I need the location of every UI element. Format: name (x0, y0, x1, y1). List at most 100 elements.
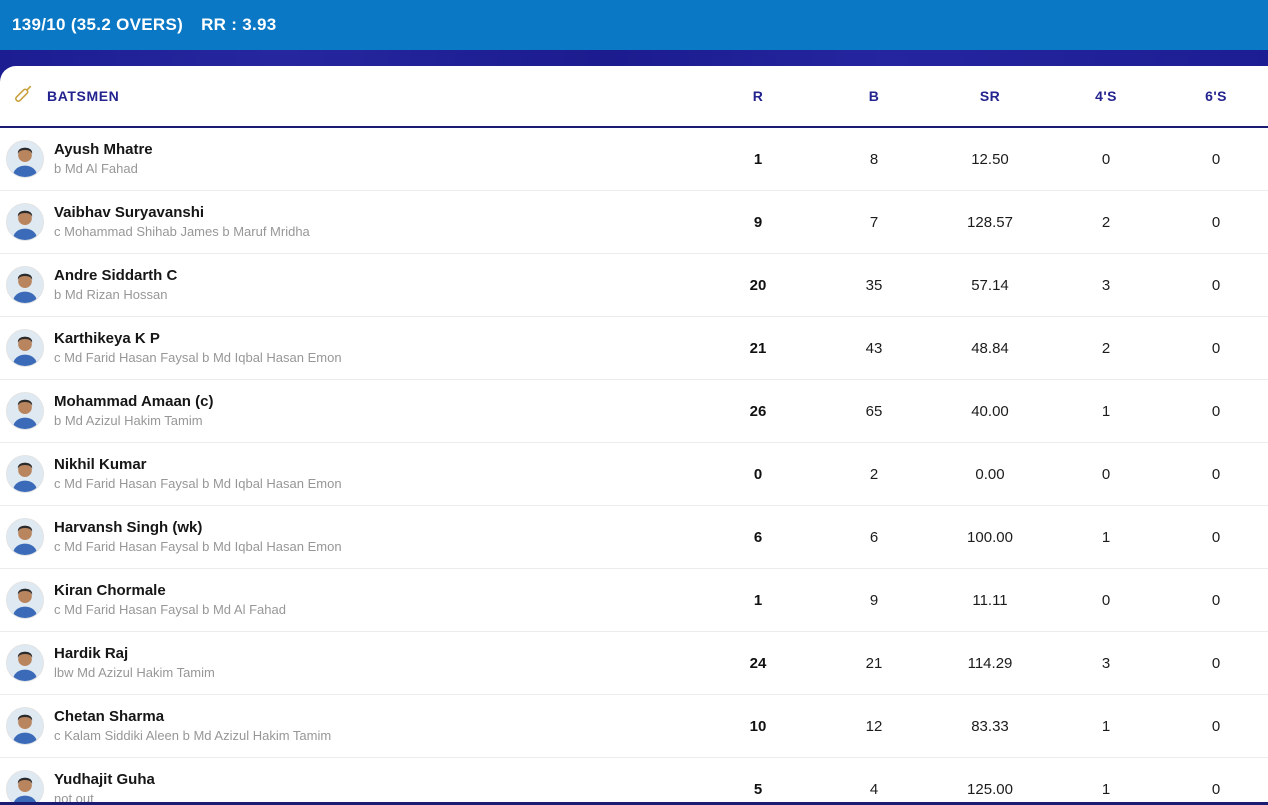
batsmen-rows: Ayush Mhatre b Md Al Fahad 1 8 12.50 0 0 (0, 128, 1268, 805)
fours-value: 3 (1101, 276, 1111, 294)
runs-value: 0 (753, 465, 763, 483)
runs-value: 5 (753, 780, 763, 798)
player-avatar (6, 455, 44, 493)
strike-rate-value: 57.14 (971, 276, 1009, 294)
dismissal-text: c Mohammad Shihab James b Maruf Mridha (54, 224, 310, 239)
fours-value: 0 (1101, 591, 1111, 609)
runs-value: 24 (749, 654, 767, 672)
player-avatar (6, 707, 44, 745)
sixes-column-header: 6'S (1205, 88, 1227, 104)
run-rate: RR : 3.93 (201, 15, 277, 34)
dismissal-text: c Md Farid Hasan Faysal b Md Al Fahad (54, 602, 286, 617)
player-avatar (6, 644, 44, 682)
runs-value: 20 (749, 276, 767, 294)
score-summary-bar: 139/10 (35.2 OVERS) RR : 3.93 (0, 0, 1268, 50)
sixes-value: 0 (1211, 654, 1221, 672)
balls-value: 8 (869, 150, 879, 168)
sixes-value: 0 (1211, 717, 1221, 735)
batsmen-column-title: BATSMEN (47, 88, 120, 104)
batsman-row[interactable]: Karthikeya K P c Md Farid Hasan Faysal b… (0, 317, 1268, 380)
player-avatar (6, 770, 44, 805)
player-name: Andre Siddarth C (54, 267, 178, 284)
navy-banner: BATSMEN R B SR 4'S 6'S (0, 50, 1268, 805)
batsman-row[interactable]: Hardik Raj lbw Md Azizul Hakim Tamim 24 … (0, 632, 1268, 695)
player-avatar (6, 140, 44, 178)
batsman-row[interactable]: Kiran Chormale c Md Farid Hasan Faysal b… (0, 569, 1268, 632)
balls-value: 65 (865, 402, 883, 420)
player-avatar (6, 266, 44, 304)
balls-value: 43 (865, 339, 883, 357)
sixes-value: 0 (1211, 150, 1221, 168)
section-divider (0, 802, 1268, 805)
strike-rate-value: 128.57 (967, 213, 1013, 231)
runs-column-header: R (752, 88, 764, 104)
balls-value: 6 (869, 528, 879, 546)
batsman-row[interactable]: Yudhajit Guha not out 5 4 125.00 1 0 (0, 758, 1268, 805)
fours-value: 1 (1101, 780, 1111, 798)
batting-card: BATSMEN R B SR 4'S 6'S (0, 66, 1268, 805)
sixes-value: 0 (1211, 339, 1221, 357)
balls-value: 4 (869, 780, 879, 798)
balls-value: 12 (865, 717, 883, 735)
batsman-row[interactable]: Vaibhav Suryavanshi c Mohammad Shihab Ja… (0, 191, 1268, 254)
runs-value: 1 (753, 150, 763, 168)
balls-value: 21 (865, 654, 883, 672)
dismissal-text: b Md Al Fahad (54, 161, 138, 176)
strike-rate-value: 12.50 (971, 150, 1009, 168)
batsman-row[interactable]: Nikhil Kumar c Md Farid Hasan Faysal b M… (0, 443, 1268, 506)
strike-rate-value: 40.00 (971, 402, 1009, 420)
balls-value: 2 (869, 465, 879, 483)
fours-value: 0 (1101, 150, 1111, 168)
fours-value: 1 (1101, 528, 1111, 546)
sixes-value: 0 (1211, 213, 1221, 231)
strike-rate-value: 83.33 (971, 717, 1009, 735)
balls-value: 7 (869, 213, 879, 231)
player-name: Kiran Chormale (54, 582, 166, 599)
fours-value: 1 (1101, 717, 1111, 735)
dismissal-text: b Md Rizan Hossan (54, 287, 168, 302)
batsman-row[interactable]: Andre Siddarth C b Md Rizan Hossan 20 3 5… (0, 254, 1268, 317)
dismissal-text: c Kalam Siddiki Aleen b Md Azizul Hakim … (54, 728, 332, 743)
sixes-value: 0 (1211, 276, 1221, 294)
runs-value: 6 (753, 528, 763, 546)
player-avatar (6, 518, 44, 556)
player-avatar (6, 203, 44, 241)
player-name: Hardik Raj (54, 645, 129, 662)
batsman-row[interactable]: Ayush Mhatre b Md Al Fahad 1 8 12.50 0 0 (0, 128, 1268, 191)
fours-column-header: 4'S (1095, 88, 1117, 104)
sixes-value: 0 (1211, 591, 1221, 609)
batsman-row[interactable]: Mohammad Amaan (c) b Md Azizul Hakim Tam… (0, 380, 1268, 443)
sixes-value: 0 (1211, 780, 1221, 798)
player-name: Ayush Mhatre (54, 141, 153, 158)
runs-value: 1 (753, 591, 763, 609)
runs-value: 10 (749, 717, 767, 735)
dismissal-text: c Md Farid Hasan Faysal b Md Iqbal Hasan… (54, 476, 342, 491)
sixes-value: 0 (1211, 465, 1221, 483)
dismissal-text: not out (54, 791, 94, 805)
player-name: Harvansh Singh (wk) (54, 519, 203, 536)
batsman-row[interactable]: Harvansh Singh (wk) c Md Farid Hasan Fay… (0, 506, 1268, 569)
dismissal-text: lbw Md Azizul Hakim Tamim (54, 665, 215, 680)
dismissal-text: b Md Azizul Hakim Tamim (54, 413, 203, 428)
strike-rate-column-header: SR (979, 88, 1001, 104)
strike-rate-value: 114.29 (967, 654, 1013, 672)
fours-value: 1 (1101, 402, 1111, 420)
player-avatar (6, 392, 44, 430)
cricket-bat-icon (10, 81, 36, 112)
strike-rate-value: 48.84 (971, 339, 1009, 357)
player-name: Karthikeya K P (54, 330, 160, 347)
runs-value: 9 (753, 213, 763, 231)
runs-value: 21 (749, 339, 767, 357)
player-name: Yudhajit Guha (54, 771, 155, 788)
player-avatar (6, 329, 44, 367)
sixes-value: 0 (1211, 528, 1221, 546)
player-name: Vaibhav Suryavanshi (54, 204, 205, 221)
player-name: Mohammad Amaan (c) (54, 393, 214, 410)
batsman-row[interactable]: Chetan Sharma c Kalam Siddiki Aleen b Md… (0, 695, 1268, 758)
strike-rate-value: 11.11 (972, 591, 1008, 609)
strike-rate-value: 100.00 (967, 528, 1013, 546)
fours-value: 2 (1101, 339, 1111, 357)
dismissal-text: c Md Farid Hasan Faysal b Md Iqbal Hasan… (54, 350, 342, 365)
balls-column-header: B (868, 88, 880, 104)
